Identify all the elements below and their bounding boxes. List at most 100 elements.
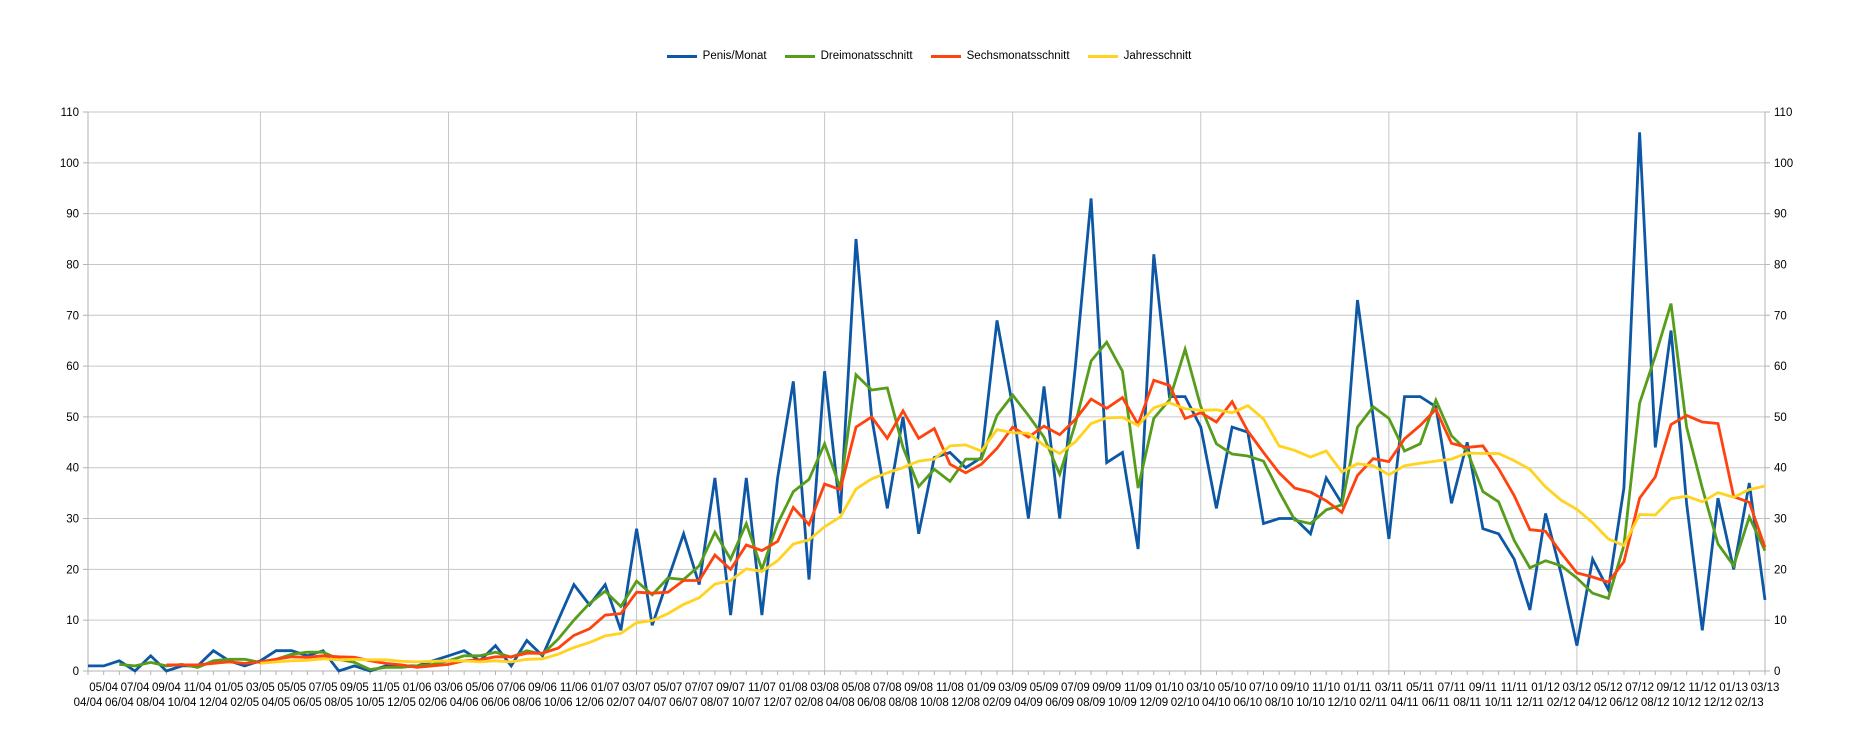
x-axis-label: 10/04 — [168, 697, 197, 709]
x-axis-label: 03/11 — [1375, 682, 1403, 694]
x-axis-label: 08/10 — [1265, 697, 1294, 709]
y-axis-label-left: 20 — [66, 564, 79, 576]
x-axis-label: 08/04 — [136, 697, 165, 709]
x-axis-label: 12/05 — [387, 697, 416, 709]
x-axis-label: 04/10 — [1202, 697, 1231, 709]
x-axis-label: 04/06 — [450, 697, 479, 709]
x-axis-label: 07/12 — [1625, 682, 1654, 694]
x-axis-label: 07/04 — [121, 682, 150, 694]
x-axis-label: 10/09 — [1108, 697, 1137, 709]
x-axis-label: 07/08 — [873, 682, 902, 694]
x-axis-label: 10/06 — [544, 697, 573, 709]
y-axis-label-right: 80 — [1774, 259, 1787, 271]
legend-item: Penis/Monat — [666, 50, 767, 62]
x-axis-label: 03/12 — [1563, 682, 1592, 694]
x-axis-label: 09/09 — [1092, 682, 1121, 694]
x-axis-label: 10/10 — [1296, 697, 1325, 709]
y-axis-label-right: 50 — [1774, 412, 1787, 424]
legend-label: Sechsmonatsschnitt — [966, 50, 1070, 62]
legend-line-sample-icon — [784, 54, 815, 58]
x-axis-label: 01/11 — [1344, 682, 1372, 694]
x-axis-label: 03/07 — [622, 682, 651, 694]
x-axis-label: 11/11 — [1501, 682, 1528, 694]
x-axis-label: 03/08 — [810, 682, 839, 694]
x-axis-label: 02/13 — [1735, 697, 1764, 709]
x-axis-label: 05/06 — [465, 682, 494, 694]
x-axis-label: 05/07 — [654, 682, 683, 694]
x-axis-label: 05/10 — [1218, 682, 1247, 694]
x-axis-label: 10/07 — [732, 697, 761, 709]
x-axis-label: 04/05 — [262, 697, 291, 709]
x-axis-label: 12/04 — [199, 697, 228, 709]
x-axis-label: 03/13 — [1751, 682, 1780, 694]
x-axis-label: 05/08 — [842, 682, 871, 694]
x-axis-label: 02/10 — [1171, 697, 1200, 709]
x-axis-label: 01/10 — [1155, 682, 1184, 694]
x-axis-label: 04/09 — [1014, 697, 1043, 709]
x-axis-label: 05/04 — [89, 682, 118, 694]
x-axis-label: 09/08 — [904, 682, 933, 694]
x-axis-label: 07/09 — [1061, 682, 1090, 694]
series-line-dreimonatsschnitt — [119, 303, 1767, 671]
y-axis-label-right: 60 — [1774, 361, 1787, 373]
x-axis-label: 11/04 — [184, 682, 213, 694]
x-axis-label: 04/11 — [1391, 697, 1419, 709]
x-axis-label: 08/05 — [324, 697, 353, 709]
x-axis-label: 06/08 — [857, 697, 886, 709]
x-axis-label: 02/08 — [795, 697, 824, 709]
x-axis-label: 12/08 — [951, 697, 980, 709]
y-axis-label-left: 50 — [66, 412, 79, 424]
x-axis-label: 02/12 — [1547, 697, 1576, 709]
legend-item: Jahresschnitt — [1087, 50, 1191, 62]
chart-legend: Penis/Monat Dreimonatsschnitt Sechsmonatss… — [0, 50, 1858, 62]
x-axis-label: 06/07 — [669, 697, 698, 709]
legend-item: Sechsmonatsschnitt — [930, 50, 1070, 62]
x-axis-label: 09/12 — [1657, 682, 1686, 694]
series-line-sechsmonatsschnitt — [166, 378, 1767, 669]
x-axis-label: 07/05 — [309, 682, 338, 694]
x-axis-label: 11/06 — [560, 682, 588, 694]
x-axis-label: 04/12 — [1578, 697, 1607, 709]
x-axis-label: 12/11 — [1516, 697, 1544, 709]
x-axis-label: 08/08 — [889, 697, 918, 709]
series-line-penis-monat — [88, 132, 1767, 673]
x-axis-label: 02/11 — [1359, 697, 1387, 709]
x-axis-label: 07/10 — [1249, 682, 1278, 694]
y-axis-label-left: 100 — [60, 158, 79, 170]
x-axis-label: 01/08 — [779, 682, 808, 694]
y-axis-label-right: 30 — [1774, 514, 1787, 526]
x-axis-label: 08/09 — [1077, 697, 1106, 709]
x-axis-label: 11/12 — [1688, 682, 1716, 694]
series-line-jahresschnitt — [260, 401, 1766, 665]
y-axis-label-left: 90 — [66, 209, 79, 221]
x-axis-label: 09/05 — [340, 682, 369, 694]
x-axis-label: 03/06 — [434, 682, 463, 694]
x-axis-label: 03/09 — [998, 682, 1027, 694]
x-axis-label: 11/08 — [936, 682, 964, 694]
x-axis-label: 06/04 — [105, 697, 134, 709]
legend-label: Penis/Monat — [702, 50, 767, 62]
x-axis-label: 06/05 — [293, 697, 322, 709]
x-axis-label: 05/11 — [1406, 682, 1434, 694]
legend-line-sample-icon — [930, 54, 961, 58]
x-axis-label: 07/06 — [497, 682, 526, 694]
y-axis-label-right: 10 — [1774, 615, 1787, 627]
x-axis-label: 12/06 — [575, 697, 604, 709]
x-axis-label: 06/11 — [1422, 697, 1450, 709]
y-axis-label-left: 30 — [66, 514, 79, 526]
x-axis-label: 12/12 — [1704, 697, 1733, 709]
x-axis-label: 01/13 — [1719, 682, 1748, 694]
x-axis-label: 07/07 — [685, 682, 714, 694]
x-axis-label: 05/09 — [1030, 682, 1059, 694]
x-axis-label: 06/10 — [1233, 697, 1262, 709]
x-axis-label: 09/10 — [1280, 682, 1309, 694]
x-axis-label: 10/05 — [356, 697, 385, 709]
x-axis-label: 10/12 — [1672, 697, 1701, 709]
y-axis-label-right: 40 — [1774, 463, 1787, 475]
x-axis-label: 06/12 — [1610, 697, 1639, 709]
x-axis-label: 12/09 — [1139, 697, 1168, 709]
x-axis-label: 07/11 — [1438, 682, 1466, 694]
x-axis-label: 05/05 — [277, 682, 306, 694]
x-axis-label: 05/12 — [1594, 682, 1623, 694]
